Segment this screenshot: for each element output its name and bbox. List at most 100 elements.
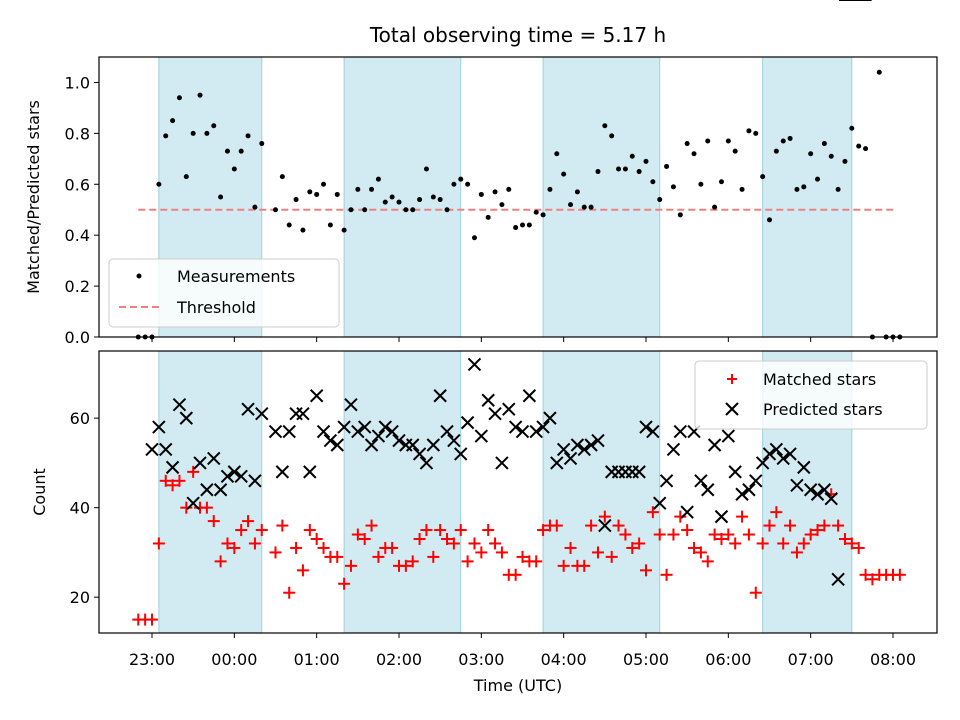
predicted-star-point — [659, 474, 674, 488]
shaded-interval — [542, 350, 661, 634]
matched-star-point — [207, 515, 220, 528]
legend-measurements-marker — [136, 273, 142, 279]
y-tick-label: 1.0 — [65, 73, 90, 92]
predicted-star-point — [762, 447, 777, 461]
predicted-star-point — [776, 451, 790, 466]
measurement-point — [849, 125, 855, 131]
measurement-point — [739, 186, 745, 192]
measurement-point — [773, 148, 779, 154]
matched-star-point — [468, 537, 481, 550]
measurement-point — [190, 130, 196, 136]
matched-star-point — [818, 519, 831, 532]
matched-star-point — [790, 546, 803, 559]
predicted-star-point — [790, 478, 804, 492]
measurement-point — [163, 133, 169, 139]
predicted-star-point — [145, 442, 159, 457]
predicted-star-point — [495, 456, 509, 470]
predicted-star-point — [673, 424, 688, 439]
matched-star-point — [152, 537, 165, 550]
matched-star-point — [495, 546, 508, 559]
x-tick-label: 00:00 — [211, 650, 257, 669]
matched-star-point — [598, 510, 611, 523]
matched-star-point — [694, 546, 707, 559]
measurement-point — [334, 191, 340, 197]
measurement-point — [471, 235, 477, 241]
predicted-star-point — [646, 424, 660, 439]
measurement-point — [636, 169, 642, 175]
predicted-star-point — [159, 442, 173, 457]
matched-star-point — [866, 573, 879, 586]
matched-star-point — [701, 555, 714, 568]
measurement-point — [197, 92, 203, 98]
predicted-star-point — [797, 460, 811, 475]
predicted-star-point — [488, 406, 502, 421]
matched-star-point — [159, 474, 172, 487]
measurement-point — [602, 123, 608, 129]
measurement-point — [787, 135, 793, 141]
predicted-star-point — [440, 424, 454, 439]
predicted-star-point — [570, 438, 585, 452]
measurement-point — [183, 174, 189, 180]
measurement-point — [410, 207, 416, 213]
measurement-point — [780, 138, 786, 144]
x-tick-label: 07:00 — [788, 650, 834, 669]
measurement-point — [451, 181, 457, 187]
matched-star-point — [221, 537, 234, 550]
x-axis: 23:00 00:00 01:00 02:00 03:00 04:00 05:00 06:00… — [129, 633, 916, 669]
legend-predicted-label: Predicted stars — [763, 400, 883, 419]
matched-star-point — [475, 546, 488, 559]
measurement-point — [506, 186, 512, 192]
measurement-point — [732, 148, 738, 154]
measurement-point — [554, 151, 560, 157]
predicted-star-point — [817, 483, 832, 497]
measurement-point — [588, 204, 594, 210]
y-tick-label: 60 — [70, 409, 90, 428]
predicted-star-point — [584, 438, 598, 452]
matched-star-point — [564, 541, 577, 554]
matched-star-point — [729, 537, 742, 550]
matched-star-point — [626, 541, 639, 554]
predicted-star-point — [653, 496, 667, 510]
measurement-point — [540, 212, 546, 218]
predicted-star-point — [481, 393, 495, 407]
measurement-point — [499, 202, 505, 208]
matched-star-point — [269, 546, 282, 559]
y-tick-label: 0.2 — [65, 277, 90, 296]
measurement-point — [170, 118, 176, 124]
matched-star-point — [166, 479, 179, 492]
matched-star-point — [852, 541, 865, 554]
matched-star-point — [681, 524, 694, 537]
x-tick-label: 03:00 — [458, 650, 504, 669]
matched-star-point — [180, 501, 193, 514]
measurement-point — [808, 151, 814, 157]
matched-star-point — [482, 524, 495, 537]
matched-star-point — [770, 506, 783, 519]
measurement-point — [314, 191, 320, 197]
bottom-y-axis: 20 40 60 — [70, 409, 99, 607]
predicted-star-point — [309, 389, 324, 403]
matched-star-point — [310, 533, 323, 545]
measurement-point — [369, 186, 375, 192]
measurement-point — [609, 133, 615, 139]
matched-star-point — [777, 537, 790, 550]
measurement-point — [520, 222, 525, 228]
predicted-star-point — [193, 456, 207, 470]
measurement-point — [156, 181, 162, 187]
top-y-axis-label: Matched/Predicted stars — [24, 100, 43, 294]
predicted-star-point — [378, 420, 392, 434]
matched-star-point — [742, 528, 755, 541]
predicted-star-point — [275, 465, 290, 479]
measurement-point — [746, 128, 752, 134]
matched-star-point — [303, 524, 316, 537]
matched-star-point — [441, 533, 454, 545]
matched-star-point — [235, 524, 248, 537]
predicted-star-point — [556, 442, 571, 457]
predicted-star-point — [316, 424, 331, 439]
predicted-star-point — [227, 465, 242, 479]
predicted-star-point — [433, 389, 447, 403]
predicted-star-point — [707, 438, 722, 452]
predicted-star-point — [824, 492, 838, 506]
y-tick-label: 20 — [70, 588, 90, 607]
matched-star-point — [242, 515, 255, 528]
